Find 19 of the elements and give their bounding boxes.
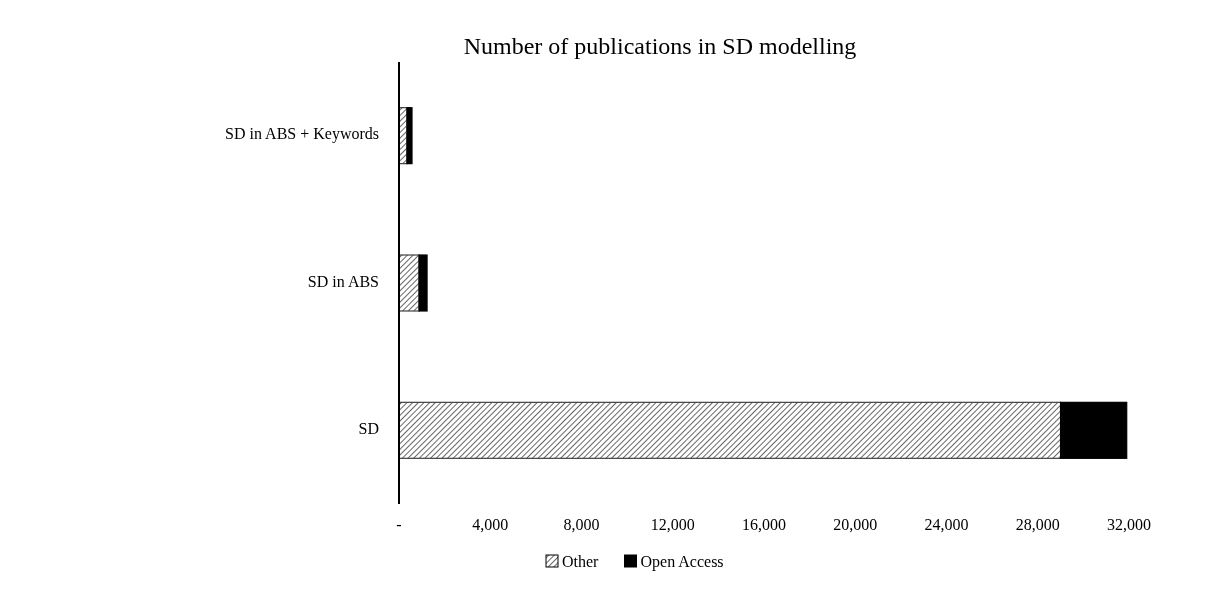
x-tick-label: 4,000 bbox=[472, 516, 509, 533]
legend-label: Open Access bbox=[640, 553, 724, 571]
x-tick-label: 28,000 bbox=[1015, 516, 1060, 533]
x-tick-label: 16,000 bbox=[742, 516, 786, 533]
x-tick-label: 12,000 bbox=[650, 516, 695, 533]
y-tick-label: SD bbox=[358, 420, 379, 438]
x-tick-label: 32,000 bbox=[1107, 516, 1151, 533]
x-tick-label: - bbox=[396, 516, 402, 533]
bar bbox=[418, 254, 428, 312]
bar bbox=[406, 107, 413, 165]
x-tick-label: 8,000 bbox=[563, 516, 600, 533]
bar bbox=[1059, 401, 1128, 459]
y-tick-label: SD in ABS bbox=[307, 272, 379, 290]
x-tick-label: 24,000 bbox=[924, 516, 969, 533]
chart-title: Number of publications in SD modelling bbox=[463, 33, 857, 59]
y-tick-label: SD in ABS + Keywords bbox=[225, 125, 379, 144]
x-tick-label: 20,000 bbox=[833, 516, 878, 533]
legend-label: Other bbox=[562, 553, 600, 570]
bar bbox=[398, 401, 1062, 459]
